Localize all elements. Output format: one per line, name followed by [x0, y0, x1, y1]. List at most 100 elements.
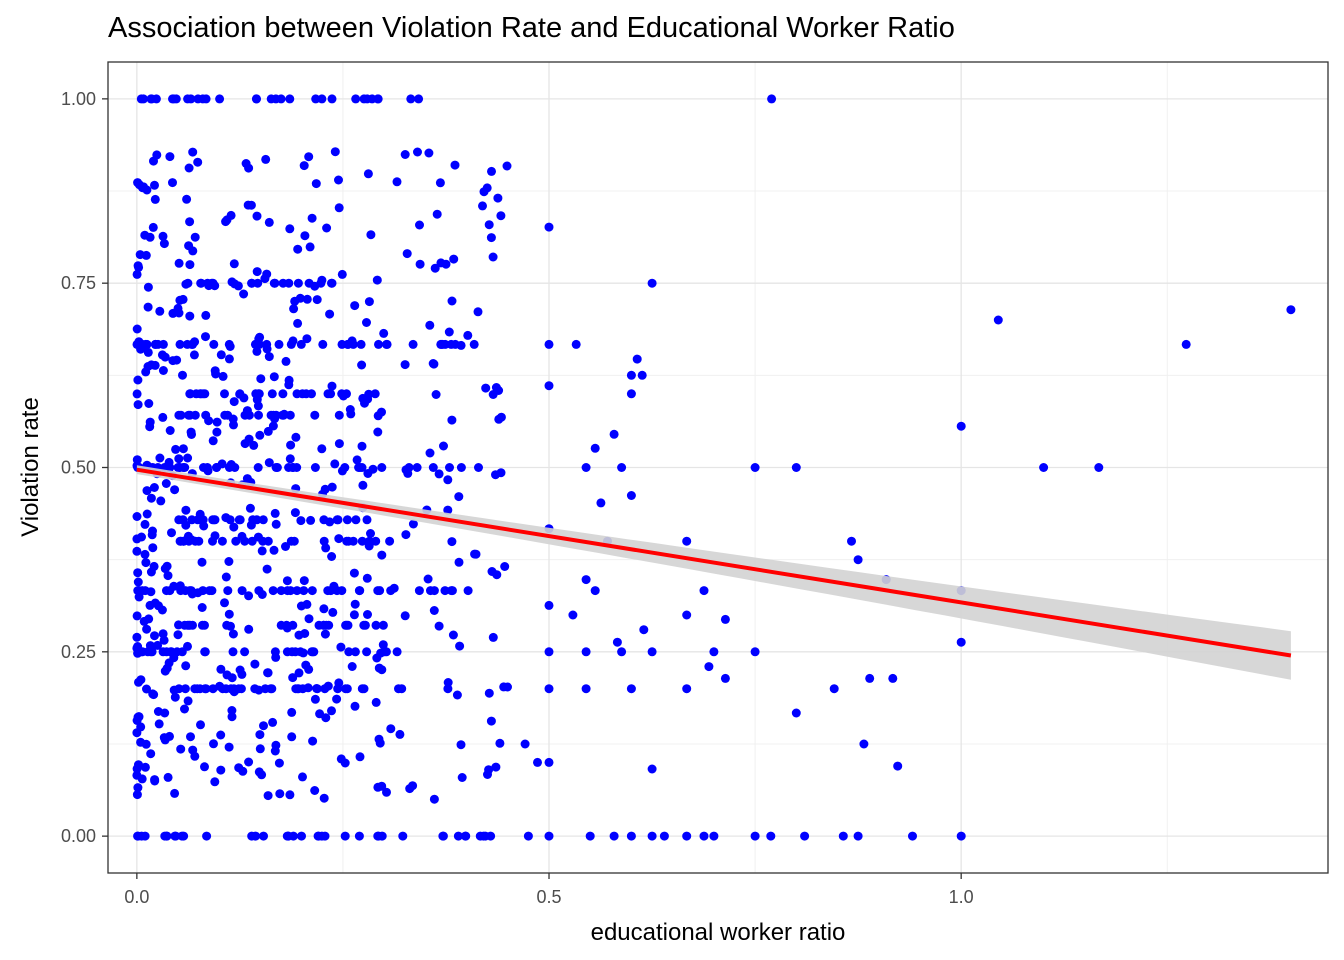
data-point — [253, 401, 263, 411]
data-point — [228, 629, 238, 639]
data-point — [423, 574, 433, 584]
data-point — [334, 410, 344, 420]
data-point — [362, 647, 372, 657]
data-point — [447, 296, 457, 306]
data-point — [155, 453, 165, 463]
data-point — [581, 684, 591, 694]
data-point — [211, 369, 221, 379]
data-point — [337, 466, 347, 476]
data-point — [430, 263, 440, 273]
data-point — [150, 339, 160, 349]
data-point — [327, 706, 336, 716]
data-point — [141, 558, 151, 568]
data-point — [174, 620, 183, 630]
data-point — [197, 603, 207, 612]
data-point — [133, 577, 143, 587]
data-point — [626, 491, 636, 500]
data-point — [199, 521, 209, 531]
data-point — [321, 543, 331, 553]
data-point — [184, 410, 194, 420]
data-point — [174, 308, 184, 318]
data-point — [205, 586, 214, 596]
data-point — [296, 339, 306, 349]
data-point — [271, 519, 281, 529]
data-point — [354, 831, 364, 841]
data-point — [153, 707, 163, 716]
y-tick-label: 0.25 — [61, 642, 96, 662]
data-point — [350, 701, 360, 711]
data-point — [180, 684, 190, 694]
data-point — [285, 790, 295, 800]
data-point — [408, 519, 418, 529]
data-point — [438, 339, 447, 349]
data-point — [305, 242, 315, 252]
data-point — [720, 673, 730, 683]
data-point — [408, 339, 418, 349]
data-point — [424, 148, 434, 158]
data-point — [192, 684, 202, 694]
data-point — [523, 831, 533, 841]
data-point — [377, 781, 387, 791]
data-point — [142, 509, 152, 519]
data-point — [288, 673, 298, 683]
data-point — [791, 463, 801, 472]
data-point — [148, 222, 158, 232]
data-point — [255, 430, 265, 440]
data-point — [132, 546, 142, 556]
data-point — [140, 519, 150, 529]
data-point — [252, 94, 261, 104]
data-point — [956, 637, 966, 647]
data-point — [581, 463, 591, 472]
data-point — [956, 831, 966, 841]
data-point — [372, 275, 382, 285]
data-point — [379, 328, 389, 338]
data-point — [132, 324, 142, 334]
data-point — [454, 557, 464, 567]
data-point — [158, 629, 168, 639]
data-point — [486, 716, 496, 726]
data-point — [311, 94, 321, 104]
data-point — [709, 647, 719, 657]
data-point — [377, 407, 386, 417]
data-point — [364, 297, 374, 307]
x-tick-label: 0.5 — [536, 887, 561, 907]
data-point — [254, 685, 264, 695]
data-point — [222, 670, 232, 680]
data-point — [1181, 339, 1191, 349]
data-point — [360, 398, 369, 408]
data-point — [266, 684, 276, 694]
data-point — [447, 537, 457, 547]
data-point — [253, 463, 263, 472]
data-point — [195, 509, 205, 519]
data-point — [366, 230, 376, 240]
data-point — [838, 831, 848, 841]
data-point — [190, 232, 200, 242]
data-point — [306, 515, 316, 525]
data-point — [319, 604, 329, 614]
data-point — [264, 352, 274, 362]
data-point — [334, 175, 343, 185]
data-point — [304, 664, 314, 674]
data-point — [425, 320, 435, 330]
data-point — [338, 391, 348, 401]
data-point — [215, 94, 225, 104]
data-point — [479, 187, 489, 197]
data-point — [196, 720, 205, 730]
data-point — [150, 194, 160, 204]
data-point — [888, 673, 898, 683]
data-point — [434, 469, 444, 479]
data-point — [198, 389, 208, 399]
data-point — [254, 410, 263, 420]
data-point — [463, 586, 473, 596]
data-point — [720, 614, 730, 624]
data-point — [328, 607, 338, 617]
data-point — [269, 545, 279, 555]
data-point — [382, 787, 391, 797]
data-point — [240, 439, 250, 449]
data-point — [647, 831, 657, 841]
data-point — [449, 254, 459, 264]
data-point — [185, 260, 195, 270]
data-point — [237, 531, 247, 541]
data-point — [356, 339, 366, 349]
data-point — [327, 94, 337, 104]
